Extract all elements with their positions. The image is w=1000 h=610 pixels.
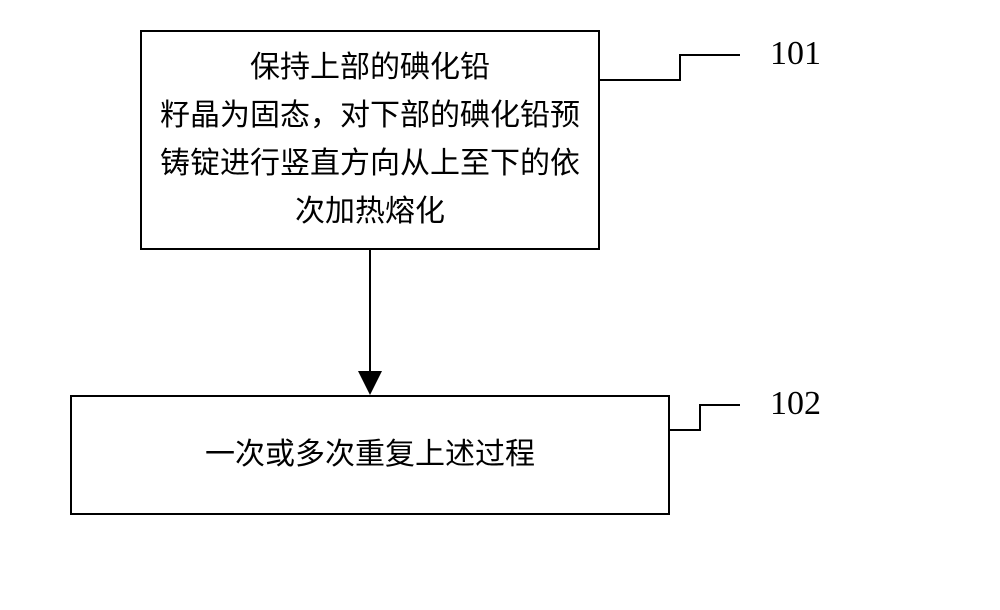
leader-102 [0,0,1000,610]
ref-label-102-text: 102 [770,385,821,422]
ref-label-101-text: 101 [770,35,821,72]
ref-label-102: 102 [770,385,821,423]
flowchart-canvas: 保持上部的碘化铅 籽晶为固态，对下部的碘化铅预 铸锭进行竖直方向从上至下的依 次… [0,0,1000,610]
ref-label-101: 101 [770,35,821,73]
